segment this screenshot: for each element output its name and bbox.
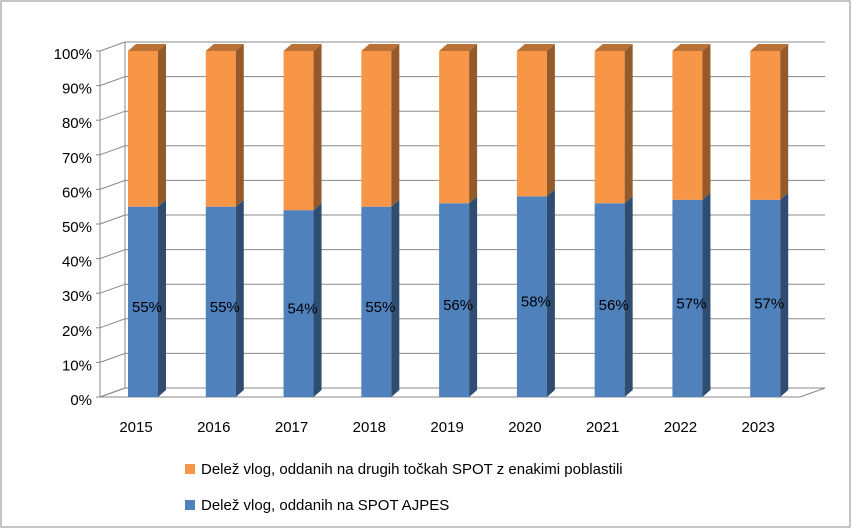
bar-side xyxy=(313,44,322,211)
bar-top xyxy=(361,44,400,51)
grid-line xyxy=(99,179,825,190)
bar-top xyxy=(283,44,322,51)
bar-segment xyxy=(283,210,314,397)
bar-side xyxy=(780,44,789,200)
y-tick-label: 80% xyxy=(62,115,92,132)
bar-side xyxy=(391,199,400,397)
bar-segment xyxy=(750,51,781,200)
y-tick-label: 100% xyxy=(54,46,92,63)
grid-line xyxy=(99,76,825,87)
bar-side xyxy=(313,203,322,397)
bar-segment xyxy=(594,51,625,204)
data-label: 57% xyxy=(676,295,706,312)
grid-line xyxy=(99,318,825,329)
x-tick-label: 2017 xyxy=(275,419,308,436)
data-label: 55% xyxy=(132,299,162,316)
bar-side xyxy=(780,192,789,397)
legend-swatch xyxy=(185,500,195,510)
bar-side xyxy=(235,199,244,397)
bar-segment xyxy=(672,199,703,397)
grid-line xyxy=(99,110,825,121)
bar-top xyxy=(594,44,633,51)
bar-segment xyxy=(750,199,781,397)
bar-top xyxy=(205,44,244,51)
y-tick-label: 10% xyxy=(62,357,92,374)
bar-segment xyxy=(361,206,392,397)
bar-top xyxy=(128,44,166,51)
data-label: 55% xyxy=(210,299,240,316)
bar-side xyxy=(624,44,633,204)
x-tick-label: 2022 xyxy=(664,419,697,436)
bar-top xyxy=(439,44,478,51)
grid-line xyxy=(99,387,825,398)
y-tick-label: 30% xyxy=(62,288,92,305)
bar-side xyxy=(235,44,244,207)
bar-side xyxy=(469,44,478,204)
bar-side xyxy=(702,192,711,397)
grid-line xyxy=(99,249,825,260)
bar-side xyxy=(158,44,166,207)
bar-segment xyxy=(128,51,158,207)
bar-segment xyxy=(283,51,314,211)
bar-segment xyxy=(594,203,625,397)
bar-side xyxy=(469,196,478,397)
bar-segment xyxy=(128,206,158,397)
y-tick-label: 70% xyxy=(62,150,92,167)
x-tick-label: 2021 xyxy=(586,419,619,436)
bar-segment xyxy=(672,51,703,200)
bar-top xyxy=(516,44,555,51)
bar-segment xyxy=(205,206,236,397)
x-tick-label: 2019 xyxy=(430,419,463,436)
bar-side xyxy=(546,44,555,197)
bar-side xyxy=(391,44,400,207)
data-label: 57% xyxy=(754,295,784,312)
grid-line xyxy=(99,283,825,294)
bar-segment xyxy=(205,51,236,207)
bar-top xyxy=(672,44,711,51)
data-label: 55% xyxy=(365,299,395,316)
bar-side xyxy=(158,199,166,397)
legend-label: Delež vlog, oddanih na drugih točkah SPO… xyxy=(201,461,623,478)
legend-swatch xyxy=(185,464,195,474)
bar-segment xyxy=(516,51,547,197)
y-tick-label: 50% xyxy=(62,219,92,236)
bar-segment xyxy=(361,51,392,207)
x-tick-label: 2015 xyxy=(119,419,152,436)
bar-segment xyxy=(516,196,547,397)
y-tick-label: 90% xyxy=(62,81,92,98)
bar-side xyxy=(702,44,711,200)
bar-side xyxy=(624,196,633,397)
grid-line xyxy=(99,41,825,52)
bar-top xyxy=(750,44,789,51)
y-tick-label: 60% xyxy=(62,184,92,201)
legend-label: Delež vlog, oddanih na SPOT AJPES xyxy=(201,497,449,514)
bar-segment xyxy=(439,203,470,397)
x-tick-label: 2020 xyxy=(508,419,541,436)
grid-line xyxy=(99,145,825,156)
bar-segment xyxy=(439,51,470,204)
data-label: 56% xyxy=(443,297,473,314)
data-label: 56% xyxy=(599,297,629,314)
grid-line xyxy=(99,214,825,225)
bar-side xyxy=(546,189,555,397)
grid-line xyxy=(99,352,825,363)
x-tick-label: 2023 xyxy=(742,419,775,436)
x-tick-label: 2016 xyxy=(197,419,230,436)
data-label: 54% xyxy=(288,301,318,318)
y-tick-label: 0% xyxy=(70,392,92,409)
y-tick-label: 40% xyxy=(62,254,92,271)
y-tick-label: 20% xyxy=(62,323,92,340)
data-label: 58% xyxy=(521,294,551,311)
x-tick-label: 2018 xyxy=(353,419,386,436)
